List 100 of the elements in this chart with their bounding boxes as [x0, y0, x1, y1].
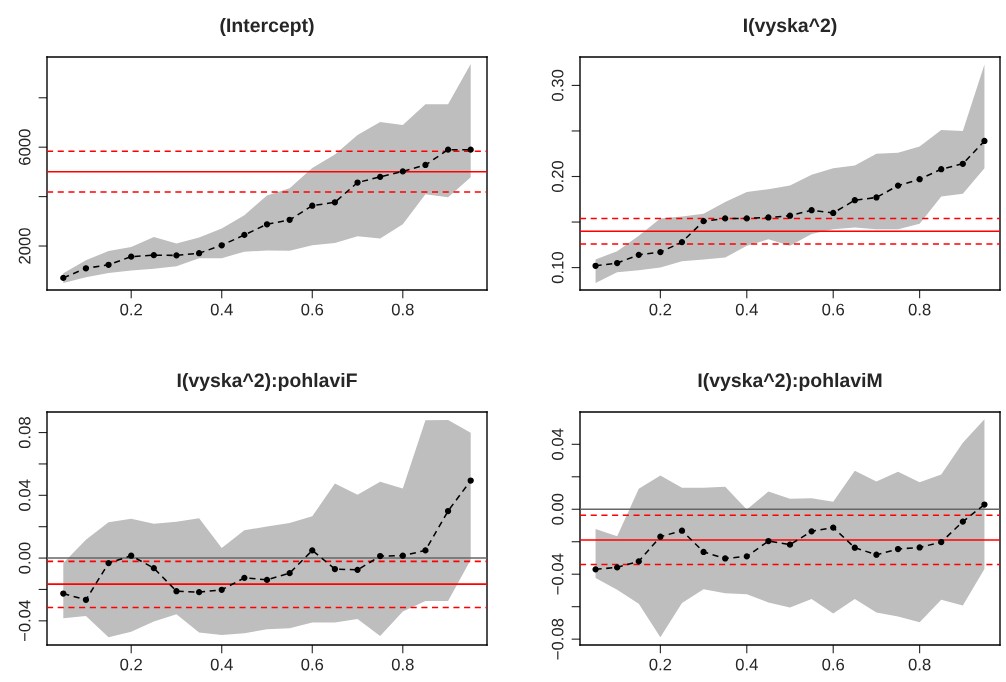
point [467, 477, 474, 484]
point [657, 248, 664, 256]
point [830, 209, 837, 217]
point [808, 207, 815, 214]
point [444, 146, 452, 153]
x-tick-label: 0.2 [120, 303, 142, 316]
y-tick-label: 0.04 [18, 479, 31, 511]
y-tick-label: −0.04 [551, 553, 564, 595]
point [60, 274, 67, 282]
point [82, 265, 90, 272]
point [422, 161, 429, 169]
point [331, 565, 339, 573]
x-tick-label: 0.6 [822, 303, 845, 316]
y-tick-label: 0.20 [551, 160, 564, 193]
point [377, 173, 384, 180]
x-tick-label: 0.8 [908, 303, 931, 316]
point [241, 231, 248, 239]
point [765, 537, 772, 545]
point [467, 146, 474, 153]
point [981, 501, 988, 508]
point [678, 527, 686, 534]
point [938, 538, 945, 546]
point [286, 216, 293, 223]
x-tick-label: 0.6 [822, 658, 845, 671]
point [195, 250, 203, 257]
point [916, 544, 923, 551]
point [635, 251, 642, 258]
point [743, 553, 750, 560]
point [399, 168, 406, 175]
point [263, 221, 271, 228]
point [241, 574, 248, 581]
x-tick-label: 0.8 [391, 658, 414, 671]
point [722, 215, 729, 222]
point [808, 528, 815, 535]
point [592, 566, 599, 573]
point [173, 252, 180, 259]
point [331, 199, 339, 206]
point [60, 590, 67, 597]
point [678, 238, 686, 246]
y-tick-label: 6000 [18, 129, 31, 165]
point [938, 166, 945, 173]
point [743, 215, 750, 222]
chart-title: (Intercept) [220, 17, 314, 37]
point [150, 252, 157, 259]
point [309, 547, 316, 554]
point [354, 179, 361, 186]
y-tick-label: 0.08 [18, 417, 31, 449]
x-tick-label: 0.8 [908, 658, 931, 671]
point [894, 545, 902, 553]
point [173, 588, 180, 595]
point [309, 202, 316, 209]
point [592, 262, 599, 269]
y-tick-label: 0.04 [551, 428, 564, 460]
point [286, 570, 293, 577]
x-tick-label: 0.4 [735, 303, 758, 316]
point [614, 259, 621, 267]
point [851, 544, 858, 551]
y-tick-label: 0.30 [551, 69, 564, 101]
point [422, 547, 429, 554]
point [399, 552, 406, 559]
x-tick-label: 0.6 [301, 303, 324, 316]
point [377, 552, 384, 560]
point [128, 253, 135, 260]
x-tick-label: 0.2 [649, 658, 672, 671]
x-tick-label: 0.4 [735, 658, 758, 671]
point [657, 533, 664, 540]
point [700, 548, 707, 556]
point [195, 588, 203, 596]
point [614, 564, 621, 571]
x-tick-label: 0.2 [649, 303, 672, 316]
point [894, 182, 902, 189]
point [354, 566, 361, 573]
point [150, 564, 157, 572]
point [218, 586, 225, 593]
y-tick-label: −0.04 [18, 600, 31, 642]
point [959, 518, 966, 525]
x-tick-label: 0.6 [301, 658, 324, 671]
chart-title: I(vyska^2) [744, 17, 837, 37]
x-tick-label: 0.4 [210, 658, 233, 671]
point [82, 596, 90, 603]
y-tick-label: 0.10 [551, 252, 564, 284]
point [851, 197, 858, 204]
point [700, 218, 707, 225]
y-tick-label: −0.08 [551, 618, 564, 660]
x-tick-label: 0.2 [120, 658, 142, 671]
point [218, 242, 225, 249]
point [981, 137, 988, 145]
point [786, 212, 794, 219]
point [263, 576, 271, 584]
point [105, 261, 112, 268]
chart-title: I(vyska^2):pohlaviM [698, 372, 882, 392]
point [128, 552, 135, 559]
point [873, 551, 880, 558]
y-tick-label: 2000 [18, 228, 31, 264]
point [105, 559, 112, 567]
point [786, 541, 794, 548]
point [959, 160, 966, 167]
point [916, 176, 923, 183]
y-tick-label: 0.00 [18, 542, 31, 574]
x-tick-label: 0.8 [391, 303, 414, 316]
